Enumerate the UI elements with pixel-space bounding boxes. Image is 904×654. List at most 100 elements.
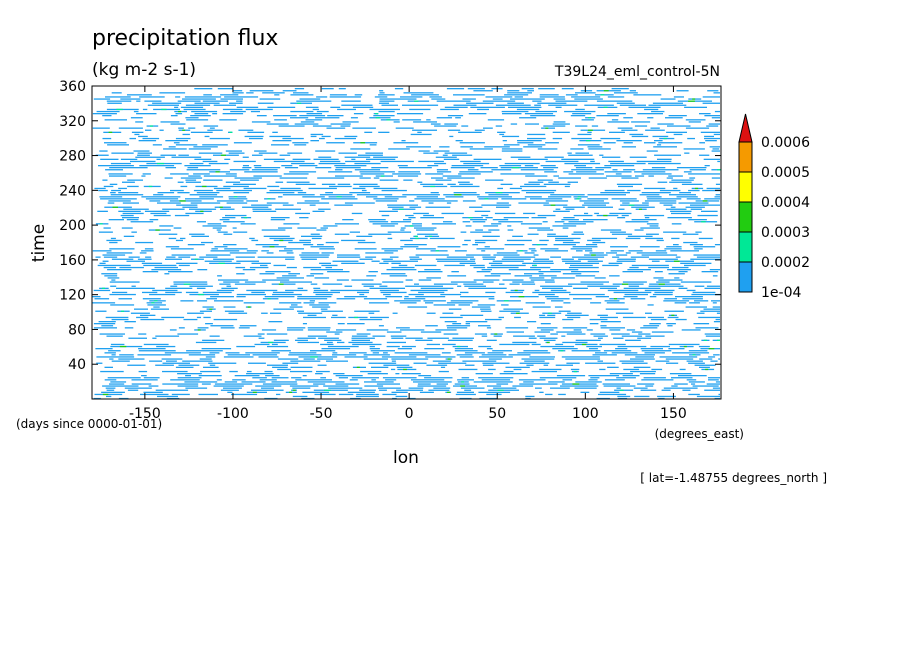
field-streak	[159, 92, 186, 94]
field-streak	[611, 198, 637, 200]
field-streak	[580, 90, 593, 92]
field-streak	[335, 167, 361, 169]
field-streak	[581, 119, 594, 121]
field-streak-high	[671, 314, 675, 316]
field-streak-high	[573, 370, 577, 373]
field-streak	[154, 266, 178, 269]
field-streak	[162, 208, 185, 210]
field-streak	[527, 133, 546, 136]
field-streak	[98, 321, 116, 323]
field-streak	[615, 173, 622, 175]
field-streak	[347, 391, 375, 393]
field-streak	[303, 358, 315, 360]
field-streak-high	[639, 208, 642, 210]
field-streak	[120, 98, 141, 100]
field-streak	[236, 106, 259, 108]
field-streak-high	[399, 208, 404, 210]
field-streak	[564, 185, 570, 188]
field-streak	[380, 225, 395, 227]
field-streak	[163, 148, 187, 150]
field-streak	[607, 366, 619, 368]
field-streak	[246, 289, 278, 292]
field-streak	[646, 196, 662, 198]
field-streak	[709, 146, 720, 148]
field-streak	[341, 239, 366, 242]
field-streak	[295, 339, 308, 341]
field-streak	[378, 387, 401, 389]
field-streak	[504, 94, 529, 96]
field-streak	[316, 110, 329, 113]
field-streak	[487, 119, 505, 121]
field-streak	[149, 200, 161, 202]
field-streak	[523, 212, 536, 215]
field-streak	[644, 108, 659, 111]
field-streak	[303, 266, 322, 269]
field-streak	[623, 142, 633, 144]
field-streak	[341, 104, 373, 106]
field-streak	[704, 165, 710, 167]
field-streak	[198, 375, 222, 377]
field-streak	[641, 379, 674, 381]
field-streak	[147, 104, 179, 106]
field-streak	[242, 167, 252, 169]
field-streak	[224, 248, 248, 250]
field-streak	[444, 123, 458, 125]
field-streak	[196, 316, 201, 319]
field-streak	[160, 154, 176, 156]
field-streak	[249, 237, 255, 240]
field-streak	[646, 223, 659, 225]
field-streak	[446, 256, 474, 258]
field-streak-high	[461, 381, 465, 383]
field-streak	[645, 312, 652, 314]
field-streak-high	[268, 341, 274, 344]
field-streak-high	[494, 333, 498, 335]
field-streak	[462, 360, 497, 362]
field-streak	[652, 102, 683, 104]
field-streak	[621, 335, 643, 337]
field-streak	[248, 362, 266, 364]
field-streak	[530, 279, 555, 281]
field-streak	[512, 341, 537, 344]
field-streak	[414, 227, 437, 229]
field-streak	[616, 387, 621, 389]
field-streak	[185, 387, 208, 389]
field-streak-high	[560, 350, 564, 352]
field-streak	[165, 258, 182, 260]
field-streak	[481, 204, 512, 206]
field-streak-high	[695, 187, 699, 190]
field-streak	[590, 333, 606, 335]
field-streak-high	[247, 306, 251, 308]
field-streak	[466, 254, 491, 256]
field-streak	[647, 316, 664, 319]
field-streak	[510, 123, 518, 125]
field-streak-high	[157, 162, 165, 165]
field-streak	[351, 158, 356, 160]
field-streak	[523, 381, 534, 383]
field-streak	[443, 158, 460, 160]
field-streak	[608, 160, 624, 163]
field-streak	[524, 252, 535, 254]
field-streak	[316, 96, 328, 98]
field-streak	[220, 327, 235, 329]
field-streak	[468, 287, 507, 289]
field-streak	[280, 187, 301, 190]
field-streak	[318, 302, 337, 304]
field-streak	[704, 198, 720, 200]
field-streak	[281, 165, 293, 167]
field-streak	[143, 185, 161, 188]
field-streak	[473, 90, 493, 92]
field-streak	[289, 171, 317, 173]
field-streak	[212, 227, 222, 229]
field-streak	[562, 227, 569, 229]
field-streak	[571, 271, 600, 273]
field-streak-high	[415, 237, 419, 240]
field-streak	[351, 335, 368, 337]
field-streak	[543, 339, 556, 341]
field-streak	[684, 152, 690, 154]
field-streak	[469, 206, 483, 208]
field-streak	[383, 260, 418, 262]
field-streak	[657, 395, 676, 398]
field-streak	[415, 254, 449, 256]
field-streak	[607, 96, 625, 98]
field-streak	[236, 345, 256, 348]
